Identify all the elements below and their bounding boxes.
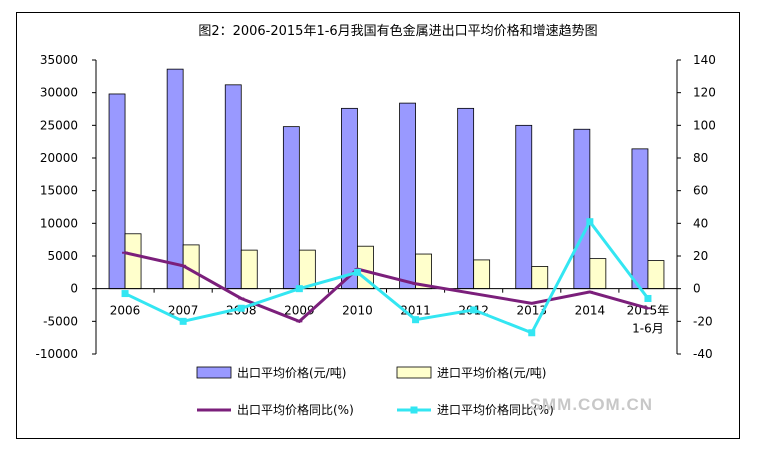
y-right-tick-label: 100	[693, 118, 716, 132]
y-left-tick-label: 20000	[40, 151, 78, 165]
point-import-yoy	[586, 218, 594, 226]
line-export-yoy	[124, 251, 649, 324]
y-left-tick-label: 0	[70, 282, 78, 296]
point-import-yoy	[528, 329, 536, 337]
bar-export-price	[224, 84, 242, 290]
bar-export-price	[108, 93, 126, 290]
bar-export-price	[515, 124, 533, 290]
y-right-tick-label: -40	[693, 347, 713, 361]
point-import-yoy	[470, 306, 478, 314]
legend-swatch-1	[396, 366, 432, 379]
chart-title: 图2：2006-2015年1-6月我国有色金属进出口平均价格和增速趋势图	[198, 23, 597, 39]
bar-import-price	[589, 258, 607, 290]
legend-label-3: 进口平均价格同比(%)	[437, 402, 554, 417]
x-tick-sublabel: 1-6月	[632, 322, 664, 336]
bar-export-price	[631, 148, 649, 290]
y-left-tick-label: 35000	[40, 53, 78, 67]
x-tick-label: 2015年	[627, 304, 670, 318]
bar-import-price	[240, 249, 258, 290]
line-import-yoy	[124, 218, 650, 335]
y-right-tick-label: 120	[693, 86, 716, 100]
bar-import-price	[473, 259, 491, 290]
legend-marker-3	[410, 406, 418, 414]
chart-svg: 图2：2006-2015年1-6月我国有色金属进出口平均价格和增速趋势图 350…	[35, 23, 715, 417]
y-right-tick-label: -20	[693, 314, 713, 328]
y-right-tick-label: 0	[693, 282, 701, 296]
point-import-yoy	[179, 317, 187, 325]
x-tick-label: 2014	[575, 304, 606, 318]
point-import-yoy	[353, 268, 361, 276]
bar-export-price	[282, 126, 300, 290]
y-right-tick-label: 140	[693, 53, 716, 67]
legend-label-2: 出口平均价格同比(%)	[237, 402, 354, 417]
bar-import-price	[298, 249, 316, 290]
point-import-yoy	[121, 290, 129, 298]
point-import-yoy	[237, 304, 245, 312]
bar-import-price	[124, 233, 142, 290]
y-left-tick-label: -5000	[43, 314, 78, 328]
y-left-tick-label: 25000	[40, 118, 78, 132]
legend-swatch-0	[196, 366, 232, 379]
y-left-tick-label: 5000	[47, 249, 78, 263]
legend-label-0: 出口平均价格(元/吨)	[237, 365, 346, 380]
x-tick-label: 2010	[342, 304, 373, 318]
plot-area: 35000 30000 25000 20000 15000 10000 5000 0 -5000…	[35, 53, 715, 361]
y-right-tick-label: 60	[693, 184, 708, 198]
bar-export-price	[341, 107, 358, 290]
legend-label-1: 进口平均价格(元/吨)	[437, 365, 546, 380]
x-tick-label: 2007	[168, 304, 199, 318]
bar-export-price	[573, 128, 591, 290]
chart-frame: 图2：2006-2015年1-6月我国有色金属进出口平均价格和增速趋势图 350…	[16, 12, 740, 439]
y-left-tick-label: 30000	[40, 86, 78, 100]
y-left-tick-label: 15000	[40, 184, 78, 198]
point-import-yoy	[644, 294, 652, 302]
point-import-yoy	[412, 316, 420, 324]
watermark: SMM.COM.CN	[530, 395, 653, 414]
legend: 出口平均价格(元/吨) 进口平均价格(元/吨) 出口平均价格同比(%) 进口平均价格同…	[196, 365, 554, 417]
y-right-tick-label: 80	[693, 151, 708, 165]
y-left-tick-label: -10000	[35, 347, 78, 361]
x-tick-label: 2013	[516, 304, 547, 318]
y-left-tick-label: 10000	[40, 216, 78, 230]
y-right-tick-label: 40	[693, 216, 708, 230]
bar-export-price	[166, 68, 184, 290]
bar-export-price	[399, 102, 416, 290]
bar-import-price	[531, 266, 549, 290]
point-import-yoy	[295, 285, 303, 293]
bar-export-price	[457, 107, 475, 290]
bar-import-price	[647, 260, 665, 290]
y-right-tick-label: 20	[693, 249, 708, 263]
x-tick-label: 2006	[110, 304, 141, 318]
